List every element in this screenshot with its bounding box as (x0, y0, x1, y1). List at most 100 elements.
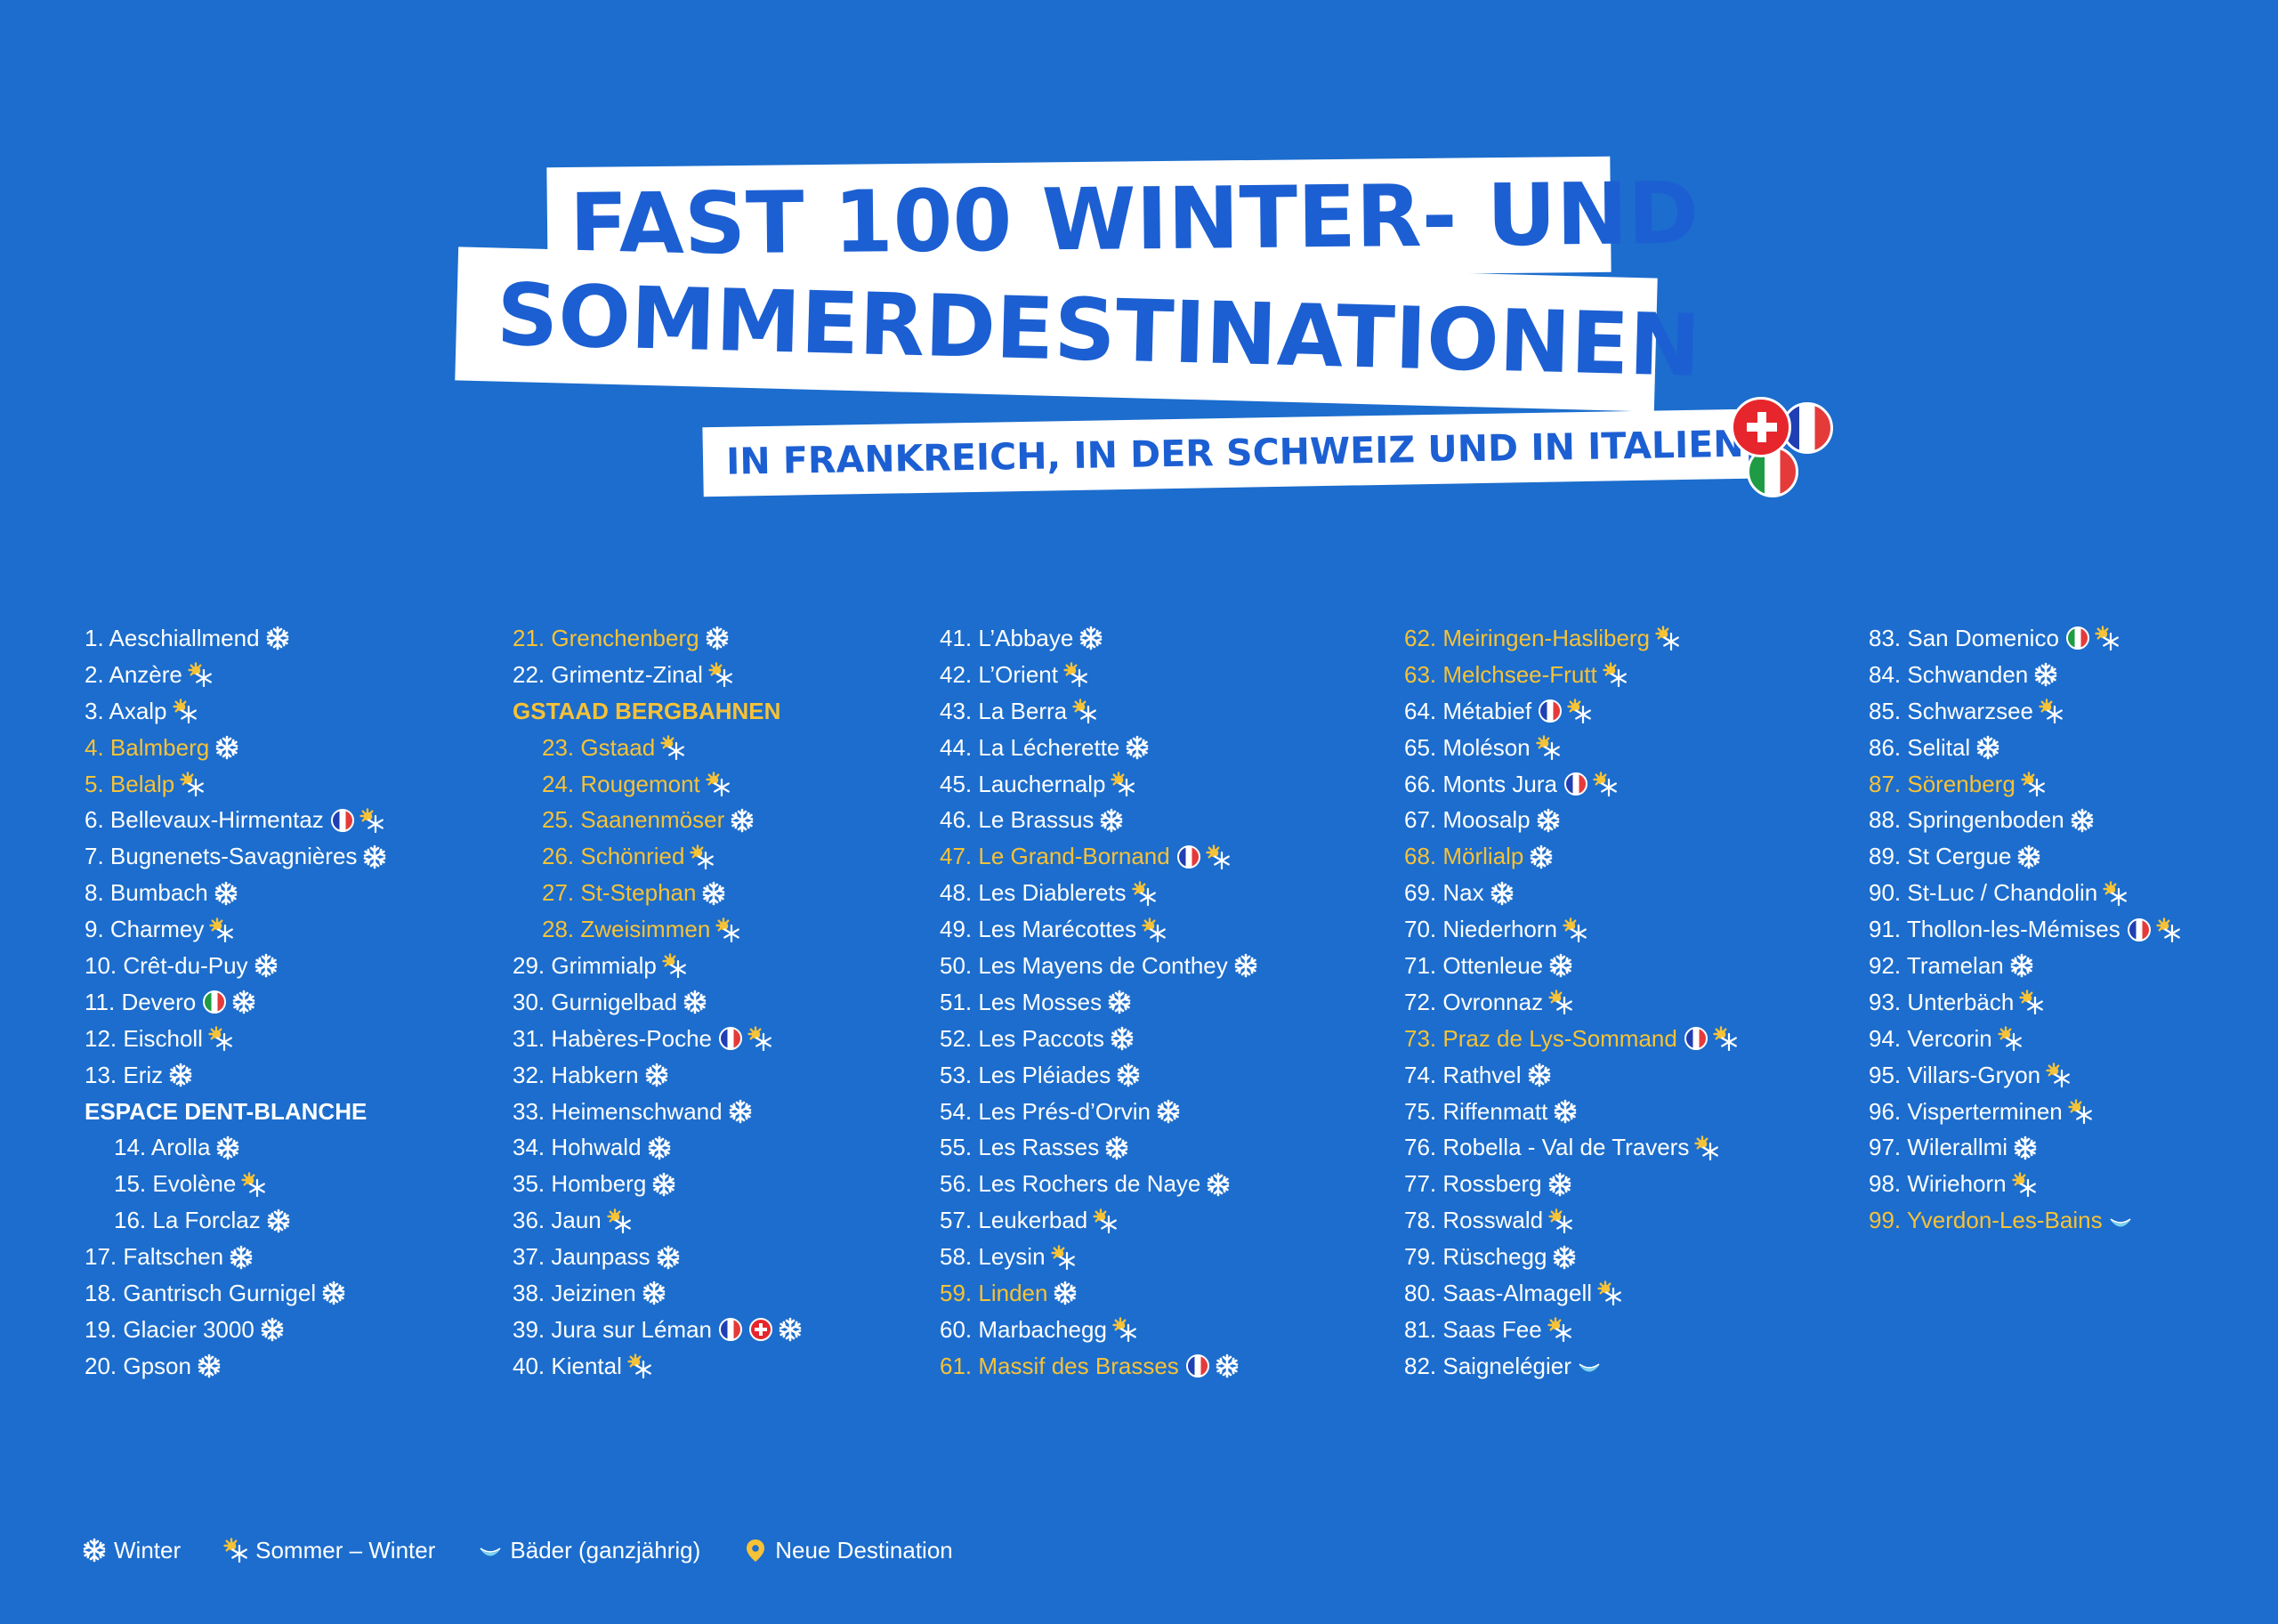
snowflake-icon (1529, 844, 1554, 869)
destination-item: 28. Zweisimmen (513, 911, 931, 948)
snowflake-icon (265, 626, 290, 650)
flag-switzerland-icon (749, 1318, 773, 1342)
destination-label: 48. Les Diablerets (940, 879, 1127, 907)
sun-snow-icon (607, 1208, 632, 1233)
destination-item: 84. Schwanden (1869, 657, 2278, 693)
sun-snow-icon (2095, 626, 2120, 651)
destination-label: 6. Bellevaux-Hirmentaz (85, 806, 324, 834)
snowflake-icon (656, 1245, 681, 1270)
destination-column-4: 62. Meiringen-Hasliberg 63. Melchsee-Frut… (1404, 620, 1822, 1385)
snowflake-icon (644, 1062, 669, 1087)
flag-france-icon (1176, 844, 1200, 869)
destination-item: 93. Unterbäch (1869, 984, 2278, 1021)
snowflake-icon (642, 1281, 666, 1305)
destination-item: 23. Gstaad (513, 730, 931, 766)
snowflake-icon (168, 1062, 193, 1087)
destination-label: 94. Vercorin (1869, 1024, 1992, 1052)
destination-item: 29. Grimmialp (513, 948, 931, 984)
sun-snow-icon (662, 953, 687, 979)
destination-label: 23. Gstaad (542, 733, 656, 761)
destination-label: 70. Niederhorn (1404, 916, 1557, 943)
destination-label: 32. Habkern (513, 1061, 639, 1088)
destination-item: 75. Riffenmatt (1404, 1094, 1822, 1130)
destination-label: 41. L’Abbaye (940, 624, 1074, 651)
snowflake-icon (1110, 1026, 1135, 1051)
destination-label: 60. Marbachegg (940, 1315, 1107, 1343)
destination-label: 98. Wiriehorn (1869, 1170, 2007, 1198)
destination-item: 31. Habères-Poche (513, 1021, 931, 1057)
destination-label: 75. Riffenmatt (1404, 1097, 1548, 1125)
destination-item: 6. Bellevaux-Hirmentaz (85, 802, 503, 838)
destination-item: 42. L’Orient (940, 657, 1358, 693)
sun-snow-icon (209, 917, 234, 942)
destination-item: 92. Tramelan (1869, 948, 2278, 984)
flag-switzerland-icon (1731, 397, 1791, 457)
sun-snow-icon (690, 844, 715, 869)
legend-item: Winter (82, 1537, 181, 1564)
sun-snow-icon (1998, 1026, 2023, 1052)
destination-label: 83. San Domenico (1869, 624, 2059, 651)
snowflake-icon (683, 990, 707, 1014)
sun-snow-icon (1548, 1208, 1573, 1233)
destination-item: 58. Leysin (940, 1239, 1358, 1275)
destination-label: 20. Gpson (85, 1352, 191, 1379)
destination-item: 20. Gpson (85, 1348, 503, 1385)
destination-label: 34. Hohwald (513, 1134, 642, 1161)
destination-item: 86. Selital (1869, 730, 2278, 766)
destination-item: 54. Les Prés-d’Orvin (940, 1094, 1358, 1130)
destination-label: 30. Gurnigelbad (513, 988, 678, 1015)
destination-label: 21. Grenchenberg (513, 624, 699, 651)
destination-item: 67. Moosalp (1404, 802, 1822, 838)
sun-snow-icon (2011, 1172, 2037, 1197)
destination-label: 29. Grimmialp (513, 951, 657, 979)
destination-item: 45. Lauchernalp (940, 766, 1358, 803)
destination-item: 83. San Domenico (1869, 620, 2278, 657)
sun-snow-icon (2039, 699, 2064, 724)
destination-label: 49. Les Marécottes (940, 916, 1137, 943)
destination-item: 37. Jaunpass (513, 1239, 931, 1275)
destination-item: 76. Robella - Val de Travers (1404, 1129, 1822, 1166)
destination-label: 96. Visperterminen (1869, 1097, 2063, 1125)
destination-label: 27. St-Stephan (542, 879, 697, 907)
destination-item: 63. Melchsee-Frutt (1404, 657, 1822, 693)
destination-label: 8. Bumbach (85, 879, 208, 907)
destination-item: 62. Meiringen-Hasliberg (1404, 620, 1822, 657)
destination-label: 42. L’Orient (940, 660, 1058, 688)
destination-label: 31. Habères-Poche (513, 1024, 713, 1052)
destination-item: 13. Eriz (85, 1057, 503, 1094)
destination-label: 11. Devero (85, 988, 197, 1015)
destination-item: 96. Visperterminen (1869, 1094, 2278, 1130)
snowflake-icon (1116, 1062, 1141, 1087)
snowflake-icon (1104, 1135, 1129, 1160)
destination-item: 98. Wiriehorn (1869, 1166, 2278, 1202)
destination-label: 12. Eischoll (85, 1024, 203, 1052)
destination-label: 63. Melchsee-Frutt (1404, 660, 1597, 688)
flag-france-icon (719, 1027, 743, 1051)
destination-item: 53. Les Pléiades (940, 1057, 1358, 1094)
snowflake-icon (254, 953, 279, 978)
destination-item: 50. Les Mayens de Conthey (940, 948, 1358, 984)
snowflake-icon (1548, 953, 1573, 978)
sun-snow-icon (2021, 772, 2046, 796)
destination-item: 30. Gurnigelbad (513, 984, 931, 1021)
sun-snow-icon (747, 1026, 772, 1052)
destination-label: 16. La Forclaz (114, 1207, 261, 1234)
sun-snow-icon (2019, 990, 2044, 1015)
destination-column-1: 1. Aeschiallmend 2. Anzère 3. Axalp 4. Balm… (85, 620, 503, 1385)
thermal-bath-icon (478, 1538, 503, 1563)
destination-item: 85. Schwarzsee (1869, 693, 2278, 730)
destination-item: 3. Axalp (85, 693, 503, 730)
snowflake-icon (705, 626, 730, 650)
sun-snow-icon (1694, 1135, 1719, 1160)
destination-item: 19. Glacier 3000 (85, 1312, 503, 1348)
destination-item: 7. Bugnenets-Savagnières (85, 838, 503, 875)
sun-snow-icon (2103, 880, 2128, 906)
snowflake-icon (1125, 735, 1150, 760)
destination-item: 25. Saanenmöser (513, 802, 931, 838)
sun-snow-icon (1593, 772, 1618, 796)
snowflake-icon (1078, 626, 1103, 650)
snowflake-icon (266, 1208, 291, 1233)
sun-snow-icon (715, 917, 740, 942)
sun-snow-icon (1050, 1244, 1076, 1270)
destination-label: 61. Massif des Brasses (940, 1352, 1179, 1379)
